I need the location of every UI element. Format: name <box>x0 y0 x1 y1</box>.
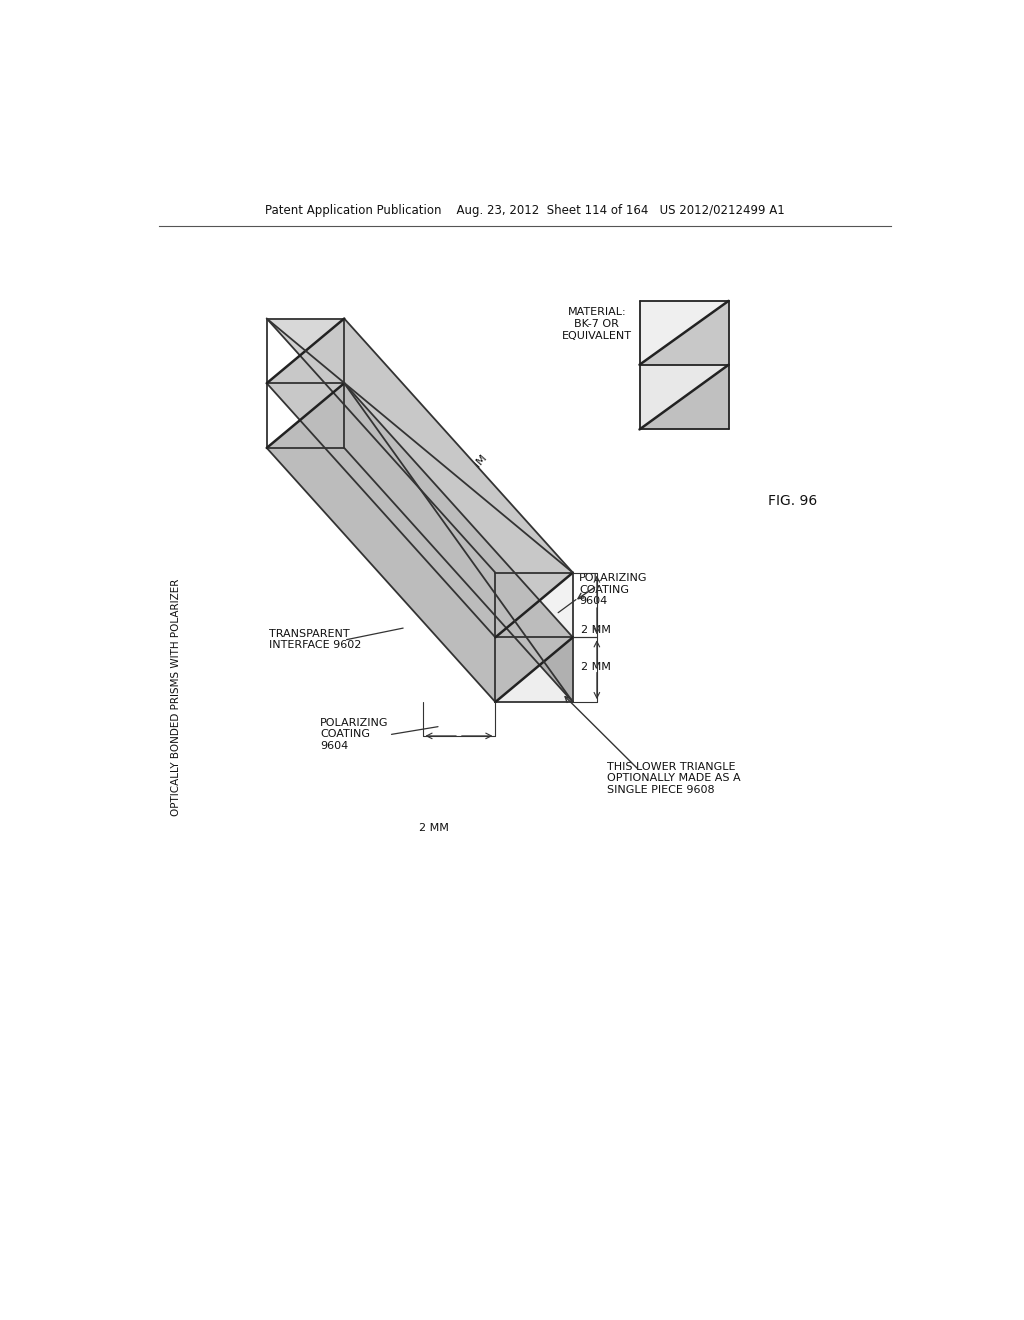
Polygon shape <box>344 383 572 702</box>
Polygon shape <box>640 301 729 364</box>
Polygon shape <box>344 447 572 702</box>
Text: 2 MM: 2 MM <box>582 661 611 672</box>
Text: MATERIAL:
BK-7 OR
EQUIVALENT: MATERIAL: BK-7 OR EQUIVALENT <box>562 308 632 341</box>
Polygon shape <box>266 318 572 573</box>
Polygon shape <box>266 383 572 702</box>
Text: TRANSPARENT
INTERFACE 9602: TRANSPARENT INTERFACE 9602 <box>269 628 361 651</box>
Polygon shape <box>496 638 572 702</box>
Polygon shape <box>640 364 729 429</box>
Polygon shape <box>344 318 572 638</box>
Polygon shape <box>266 318 572 573</box>
Text: 10 MM: 10 MM <box>457 453 488 487</box>
Text: POLARIZING
COATING
9604: POLARIZING COATING 9604 <box>321 718 389 751</box>
Polygon shape <box>640 301 729 364</box>
Text: POLARIZING
COATING
9604: POLARIZING COATING 9604 <box>579 573 647 606</box>
Polygon shape <box>266 318 572 638</box>
Text: 2 MM: 2 MM <box>582 626 611 635</box>
Text: THIS LOWER TRIANGLE
OPTIONALLY MADE AS A
SINGLE PIECE 9608: THIS LOWER TRIANGLE OPTIONALLY MADE AS A… <box>607 762 740 795</box>
Polygon shape <box>496 573 572 638</box>
Text: 2 MM: 2 MM <box>419 824 450 833</box>
Polygon shape <box>640 364 729 429</box>
Text: Patent Application Publication    Aug. 23, 2012  Sheet 114 of 164   US 2012/0212: Patent Application Publication Aug. 23, … <box>265 205 784 218</box>
Text: OPTICALLY BONDED PRISMS WITH POLARIZER: OPTICALLY BONDED PRISMS WITH POLARIZER <box>171 578 181 816</box>
Text: FIG. 96: FIG. 96 <box>768 494 817 508</box>
